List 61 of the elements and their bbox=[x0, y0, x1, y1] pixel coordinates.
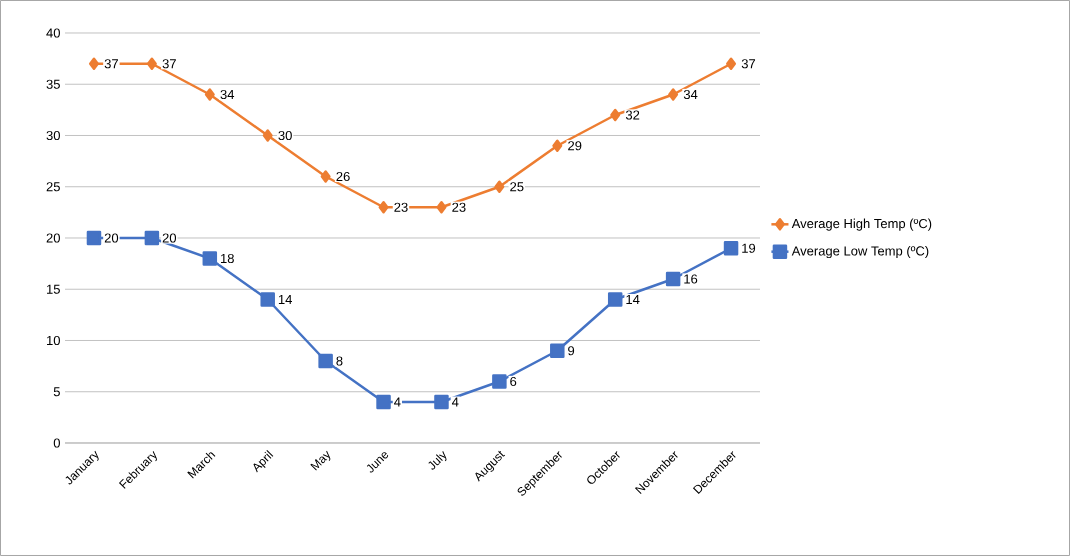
y-tick-label: 5 bbox=[53, 387, 60, 397]
legend-label: Average Low Temp (ºC) bbox=[791, 245, 929, 259]
point bbox=[726, 57, 737, 70]
data-label: 6 bbox=[510, 376, 517, 387]
point bbox=[86, 230, 102, 246]
data-label: 18 bbox=[220, 253, 234, 264]
y-tick-label: 25 bbox=[46, 182, 60, 192]
data-label: 26 bbox=[336, 171, 350, 182]
y-tick-label: 30 bbox=[46, 130, 60, 141]
point bbox=[202, 251, 218, 266]
point bbox=[320, 170, 331, 183]
data-label: 4 bbox=[394, 397, 401, 407]
point bbox=[665, 271, 681, 287]
y-tick-label: 15 bbox=[47, 284, 60, 294]
y-tick-label: 20 bbox=[46, 233, 60, 243]
point bbox=[434, 394, 449, 410]
y-tick-label: 10 bbox=[47, 335, 60, 346]
data-label: 23 bbox=[452, 202, 466, 212]
point bbox=[376, 394, 391, 410]
legend-label: Average High Temp (ºC) bbox=[791, 218, 932, 231]
point bbox=[494, 180, 505, 193]
data-label: 8 bbox=[336, 356, 343, 366]
data-label: 30 bbox=[278, 130, 292, 141]
point bbox=[378, 200, 389, 214]
data-label: 4 bbox=[451, 397, 459, 407]
data-label: 29 bbox=[568, 141, 582, 151]
data-label: 34 bbox=[220, 89, 235, 100]
data-label: 37 bbox=[104, 59, 118, 69]
point bbox=[668, 88, 679, 101]
data-label: 25 bbox=[510, 182, 524, 192]
point bbox=[204, 88, 215, 101]
data-label: 37 bbox=[741, 59, 756, 69]
data-label: 20 bbox=[162, 233, 177, 243]
point bbox=[610, 108, 621, 122]
data-label: 9 bbox=[568, 346, 575, 356]
data-label: 14 bbox=[278, 295, 292, 304]
point bbox=[88, 57, 99, 70]
point bbox=[146, 57, 157, 70]
data-label: 34 bbox=[683, 89, 698, 100]
data-label: 14 bbox=[626, 295, 640, 304]
data-label: 19 bbox=[742, 243, 756, 253]
y-tick-label: 0 bbox=[53, 438, 60, 448]
point bbox=[492, 374, 507, 389]
point bbox=[607, 292, 623, 307]
data-label: 37 bbox=[162, 59, 176, 69]
y-tick-label: 40 bbox=[46, 28, 60, 38]
point bbox=[550, 343, 565, 358]
point bbox=[552, 139, 563, 152]
y-tick-label: 35 bbox=[46, 79, 60, 89]
data-label: 32 bbox=[625, 110, 640, 120]
point bbox=[144, 230, 160, 246]
data-label: 20 bbox=[104, 233, 119, 243]
point bbox=[723, 240, 739, 256]
point bbox=[260, 292, 275, 307]
data-label: 16 bbox=[684, 274, 698, 284]
x-tick-label: July bbox=[428, 451, 447, 470]
x-tick-label: May bbox=[310, 450, 331, 471]
point bbox=[436, 200, 447, 214]
data-label: 23 bbox=[394, 202, 408, 212]
point bbox=[318, 353, 333, 369]
point bbox=[262, 129, 273, 142]
